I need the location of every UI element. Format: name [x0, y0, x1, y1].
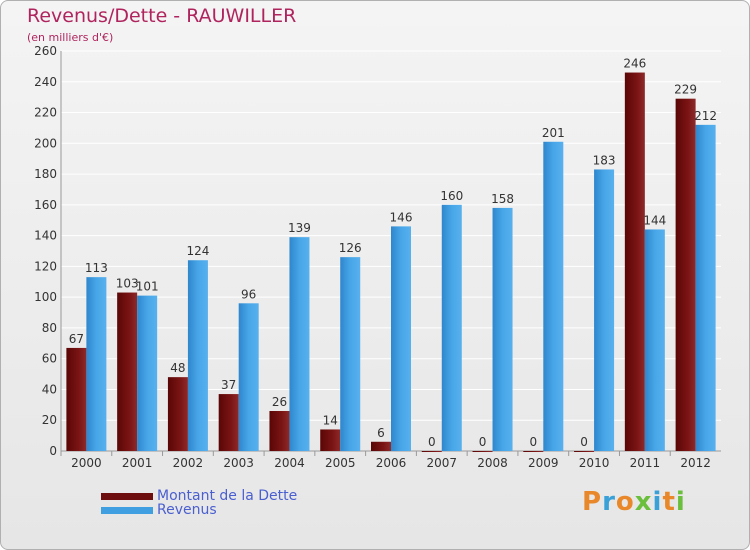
revenus-value-label: 146	[390, 210, 413, 224]
y-tick-label: 40	[42, 382, 57, 396]
debt-value-label: 0	[580, 435, 588, 449]
debt-value-label: 67	[69, 332, 84, 346]
x-tick-label: 2005	[325, 456, 356, 470]
x-tick-label: 2012	[680, 456, 711, 470]
logo-letter: t	[662, 487, 676, 517]
debt-bar	[472, 451, 493, 452]
debt-bar	[269, 411, 290, 451]
debt-bar	[66, 347, 87, 451]
y-tick-label: 220	[34, 106, 57, 120]
legend-item-debt: Montant de la Dette	[101, 488, 297, 504]
debt-bar	[574, 451, 595, 452]
debt-value-label: 229	[674, 83, 697, 97]
debt-bar	[320, 429, 341, 451]
revenus-bar	[238, 303, 259, 451]
revenus-value-label: 201	[542, 126, 565, 140]
revenus-value-label: 113	[85, 261, 108, 275]
revenus-value-label: 144	[643, 213, 666, 227]
debt-bar	[675, 98, 696, 451]
x-tick-label: 2003	[223, 456, 254, 470]
debt-bar	[218, 394, 239, 451]
y-tick-label: 0	[49, 444, 57, 458]
debt-bar	[117, 292, 138, 451]
x-tick-label: 2006	[376, 456, 407, 470]
y-tick-label: 20	[42, 413, 57, 427]
debt-bar	[421, 451, 442, 452]
x-tick-label: 2004	[274, 456, 305, 470]
legend-swatch-revenus	[101, 506, 153, 514]
revenus-bar	[543, 141, 564, 451]
revenus-bar	[492, 207, 513, 451]
x-tick-label: 2008	[477, 456, 508, 470]
legend-swatch-debt	[101, 492, 153, 500]
revenus-bar	[391, 226, 411, 451]
y-tick-label: 100	[34, 290, 57, 304]
debt-value-label: 48	[170, 361, 185, 375]
revenus-bar	[187, 260, 208, 451]
y-tick-label: 160	[34, 198, 57, 212]
logo-letter: i	[675, 487, 686, 517]
y-tick-label: 240	[34, 75, 57, 89]
revenus-bar	[644, 229, 665, 451]
revenus-value-label: 126	[339, 241, 362, 255]
revenus-bar	[289, 237, 310, 451]
y-tick-label: 180	[34, 167, 57, 181]
chart-title: Revenus/Dette - RAUWILLER	[27, 5, 297, 27]
logo-letter: i	[652, 487, 663, 517]
revenus-value-label: 183	[593, 153, 616, 167]
debt-value-label: 0	[529, 435, 537, 449]
revenus-bar	[340, 257, 361, 451]
debt-bar	[167, 377, 188, 451]
revenus-bar	[441, 204, 462, 451]
legend-item-revenus: Revenus	[101, 502, 217, 518]
y-tick-label: 60	[42, 352, 57, 366]
y-tick-label: 120	[34, 259, 57, 273]
y-tick-label: 260	[34, 44, 57, 58]
x-tick-label: 2001	[122, 456, 153, 470]
debt-bar	[523, 451, 544, 452]
revenus-value-label: 158	[491, 192, 514, 206]
revenus-value-label: 96	[241, 287, 256, 301]
y-tick-label: 200	[34, 136, 57, 150]
debt-value-label: 6	[377, 426, 385, 440]
y-tick-label: 80	[42, 321, 57, 335]
debt-bar	[371, 441, 391, 451]
chart-subtitle: (en milliers d'€)	[27, 31, 114, 44]
revenus-value-label: 101	[136, 280, 159, 294]
logo-letter: x	[634, 487, 653, 517]
logo-letter: P	[582, 487, 603, 517]
revenus-bar	[137, 295, 158, 451]
legend-label-revenus: Revenus	[157, 502, 217, 518]
revenus-value-label: 160	[440, 189, 463, 203]
revenus-bar	[695, 124, 716, 451]
logo-letter: o	[615, 487, 635, 517]
debt-bar	[624, 72, 645, 452]
debt-value-label: 26	[272, 395, 287, 409]
revenus-value-label: 212	[694, 109, 717, 123]
x-tick-label: 2007	[426, 456, 457, 470]
revenus-bar	[594, 169, 615, 451]
proxiti-logo: Proxiti	[582, 487, 686, 517]
logo-letter: r	[602, 487, 616, 517]
legend-label-debt: Montant de la Dette	[157, 488, 298, 504]
debt-value-label: 0	[428, 435, 436, 449]
revenus-value-label: 124	[186, 244, 209, 258]
x-tick-label: 2009	[528, 456, 559, 470]
debt-value-label: 0	[479, 435, 487, 449]
debt-value-label: 246	[623, 57, 646, 71]
x-tick-label: 2010	[579, 456, 610, 470]
debt-value-label: 103	[116, 277, 139, 291]
x-tick-label: 2000	[71, 456, 102, 470]
y-tick-label: 140	[34, 229, 57, 243]
x-tick-label: 2011	[630, 456, 661, 470]
revenus-bar	[86, 277, 107, 451]
debt-value-label: 37	[221, 378, 236, 392]
debt-value-label: 14	[323, 413, 338, 427]
x-tick-label: 2002	[173, 456, 204, 470]
revenus-value-label: 139	[288, 221, 311, 235]
